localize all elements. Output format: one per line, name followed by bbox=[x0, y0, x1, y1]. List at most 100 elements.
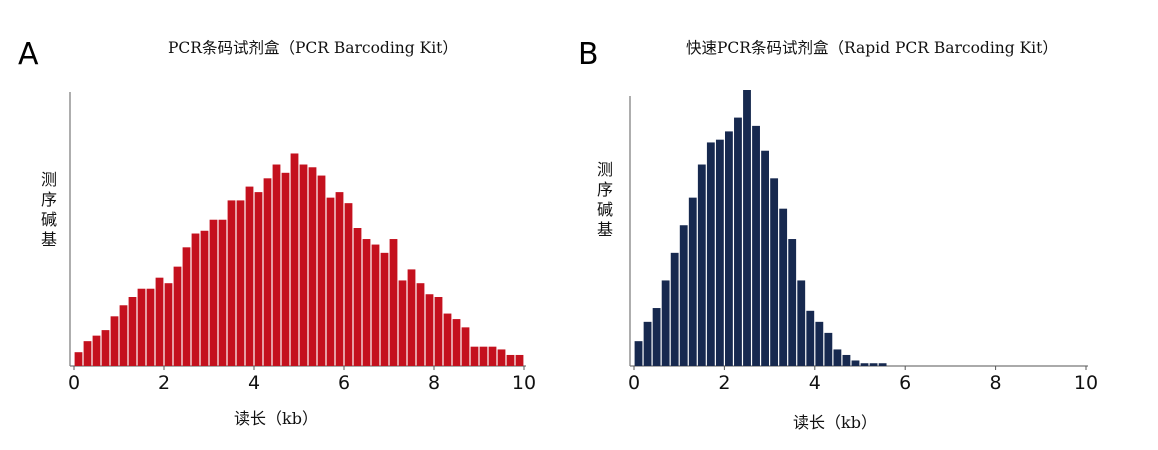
bar bbox=[74, 352, 83, 366]
bar bbox=[661, 280, 670, 366]
x-axis-label-a: 读长（kb） bbox=[234, 409, 318, 428]
bar bbox=[770, 178, 779, 366]
bar bbox=[715, 139, 724, 366]
bar bbox=[317, 175, 326, 366]
bar bbox=[725, 131, 733, 366]
bar bbox=[860, 363, 869, 366]
y-axis-label-b: 测序碱基 bbox=[597, 160, 613, 239]
x-tick-label: 8 bbox=[428, 372, 440, 394]
bar bbox=[353, 228, 362, 366]
bar bbox=[299, 164, 308, 366]
bar bbox=[743, 90, 751, 366]
bar bbox=[869, 363, 878, 366]
x-tick-label: 0 bbox=[68, 372, 80, 394]
panel-label-a: A bbox=[18, 37, 39, 72]
x-axis-label-b: 读长（kb） bbox=[793, 413, 877, 432]
bar bbox=[344, 203, 353, 366]
bars-a bbox=[74, 153, 524, 366]
panel-b: B 快速PCR条码试剂盒（Rapid PCR Barcoding Kit） 测序… bbox=[578, 37, 1098, 432]
bar bbox=[173, 266, 182, 366]
bar bbox=[761, 150, 769, 366]
bar bbox=[434, 297, 443, 366]
bar bbox=[470, 346, 479, 366]
bar bbox=[236, 200, 245, 366]
bar bbox=[878, 363, 887, 366]
panel-a: A PCR条码试剂盒（PCR Barcoding Kit） 测序碱基 读长（kb… bbox=[18, 37, 536, 428]
bar bbox=[643, 321, 652, 366]
bar bbox=[308, 167, 317, 366]
bar bbox=[380, 252, 389, 366]
bar bbox=[200, 230, 209, 366]
bar bbox=[815, 321, 824, 366]
bar bbox=[263, 178, 272, 366]
bar bbox=[227, 200, 236, 366]
x-ticks-b: 0 2 4 6 8 10 bbox=[628, 366, 1098, 394]
bars-b bbox=[634, 90, 887, 366]
bar bbox=[697, 164, 706, 366]
x-tick-label: 6 bbox=[899, 372, 911, 394]
bar bbox=[752, 125, 760, 366]
bar bbox=[506, 354, 515, 366]
bar bbox=[824, 332, 833, 366]
bar bbox=[209, 219, 218, 366]
bar bbox=[706, 142, 715, 366]
bar bbox=[191, 233, 200, 366]
bar bbox=[797, 280, 806, 366]
bar bbox=[362, 239, 371, 366]
bar bbox=[164, 283, 173, 366]
bar bbox=[734, 117, 742, 366]
bar bbox=[155, 277, 164, 366]
bar bbox=[281, 172, 290, 366]
chart-title-a: PCR条码试剂盒（PCR Barcoding Kit） bbox=[168, 39, 458, 57]
bar bbox=[634, 341, 643, 366]
bar bbox=[128, 297, 137, 366]
bar bbox=[497, 349, 506, 366]
bar bbox=[182, 247, 191, 366]
bar bbox=[119, 305, 128, 366]
bar bbox=[670, 252, 679, 366]
bar bbox=[842, 354, 851, 366]
x-tick-label: 0 bbox=[628, 372, 640, 394]
bar bbox=[272, 164, 281, 366]
x-tick-label: 6 bbox=[338, 372, 350, 394]
bar bbox=[407, 269, 416, 366]
bar bbox=[461, 327, 470, 366]
bar bbox=[389, 239, 398, 366]
bar bbox=[83, 341, 92, 366]
bar bbox=[652, 308, 661, 366]
x-tick-label: 2 bbox=[718, 372, 730, 394]
bar bbox=[425, 294, 434, 366]
bar bbox=[335, 192, 344, 366]
bar bbox=[851, 360, 860, 366]
bar bbox=[398, 280, 407, 366]
bar bbox=[788, 239, 797, 366]
bar bbox=[326, 197, 335, 366]
bar bbox=[254, 192, 263, 366]
chart-title-b: 快速PCR条码试剂盒（Rapid PCR Barcoding Kit） bbox=[686, 39, 1058, 57]
x-tick-label: 10 bbox=[512, 372, 536, 394]
x-tick-label: 8 bbox=[990, 372, 1002, 394]
y-axis-label-a: 测序碱基 bbox=[41, 170, 57, 249]
bar bbox=[218, 219, 227, 366]
bar bbox=[110, 316, 119, 366]
bar bbox=[146, 288, 155, 366]
x-tick-label: 10 bbox=[1074, 372, 1098, 394]
bar bbox=[290, 153, 299, 366]
bar bbox=[452, 319, 461, 366]
bar bbox=[101, 330, 110, 366]
bar bbox=[443, 313, 452, 366]
bar bbox=[479, 346, 488, 366]
x-tick-label: 4 bbox=[809, 372, 821, 394]
bar bbox=[245, 186, 254, 366]
bar bbox=[137, 288, 146, 366]
bar bbox=[779, 208, 788, 366]
bar bbox=[371, 244, 380, 366]
bar bbox=[416, 283, 425, 366]
bar bbox=[833, 349, 842, 366]
bar bbox=[92, 335, 101, 366]
bar bbox=[679, 225, 688, 366]
bar bbox=[488, 346, 497, 366]
x-ticks-a: 0 2 4 6 8 10 bbox=[68, 366, 536, 394]
bar bbox=[806, 310, 815, 366]
